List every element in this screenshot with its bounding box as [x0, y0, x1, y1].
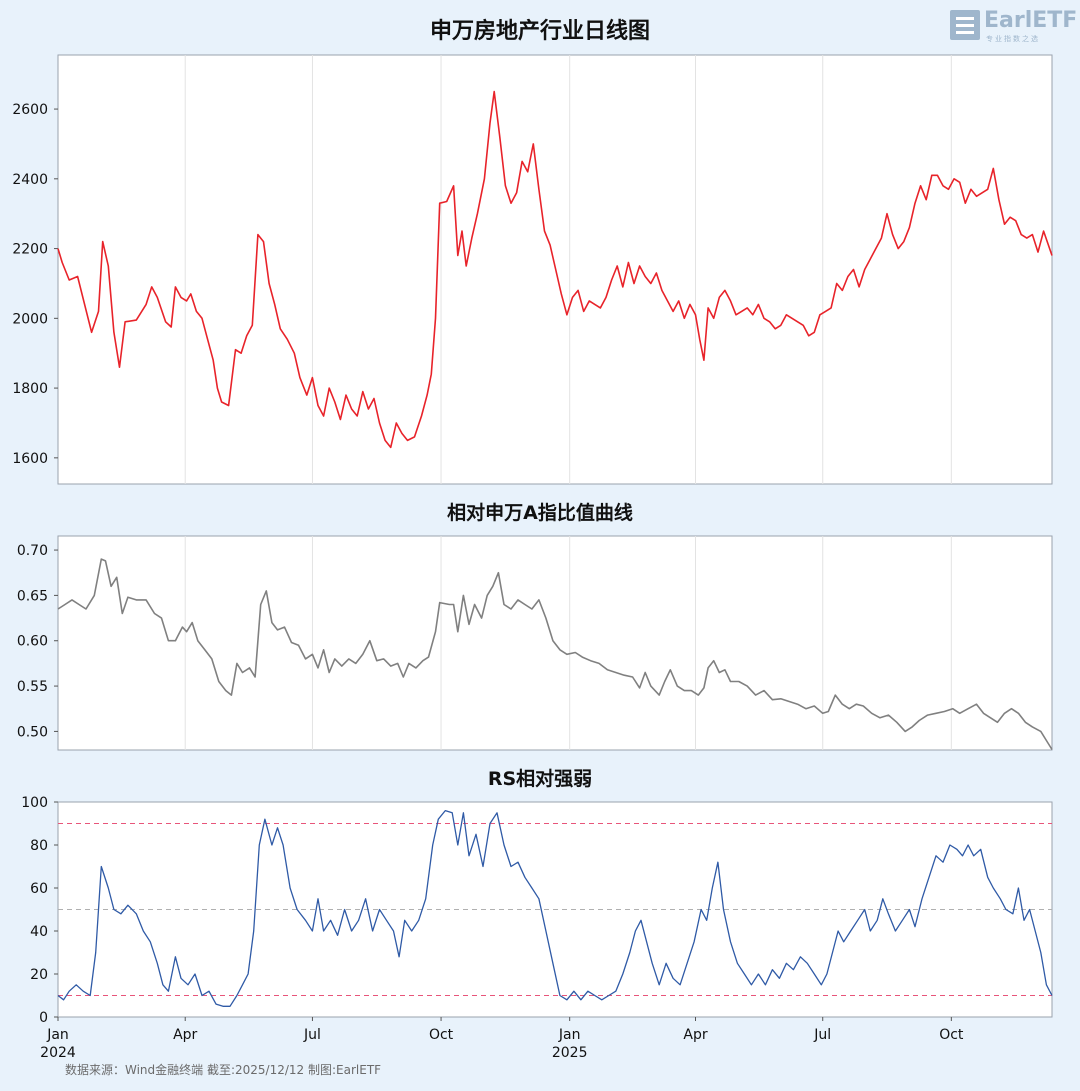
chart-title-1: 申万房地产行业日线图: [430, 18, 650, 44]
x-tick-label: Jul: [303, 1027, 321, 1043]
x-tick-year: 2024: [40, 1045, 76, 1061]
x-tick-label: Jul: [813, 1027, 831, 1043]
y-tick-label: 0: [39, 1010, 48, 1026]
y-tick-label: 2200: [12, 242, 48, 258]
footer-source: 数据来源：Wind金融终端 截至:2025/12/12 制图:EarlETF: [65, 1062, 381, 1077]
x-tick-label: Jan: [558, 1027, 581, 1043]
series-line-2: [57, 558, 1053, 750]
chart-title-3: RS相对强弱: [488, 767, 592, 790]
x-tick-label: Oct: [429, 1027, 454, 1043]
x-tick-label: Oct: [939, 1027, 964, 1043]
y-tick-label: 20: [30, 967, 48, 983]
y-tick-label: 2000: [12, 311, 48, 327]
y-tick-label: 60: [30, 881, 48, 897]
y-tick-label: 2400: [12, 172, 48, 188]
series-line-3: [57, 809, 1053, 1007]
y-tick-label: 40: [30, 924, 48, 940]
y-tick-label: 0.50: [17, 724, 48, 740]
x-tick-label: Apr: [173, 1027, 197, 1043]
x-tick-label: Apr: [683, 1027, 707, 1043]
chart-title-2: 相对申万A指比值曲线: [447, 501, 633, 524]
x-tick-label: Jan: [46, 1027, 69, 1043]
logo-name: EarlETF: [984, 8, 1078, 33]
y-tick-label: 80: [30, 838, 48, 854]
logo-mark-icon: [950, 10, 980, 40]
y-tick-label: 2600: [12, 102, 48, 118]
logo-slogan: 专业指数之选: [986, 35, 1040, 43]
x-tick-year: 2025: [552, 1045, 588, 1061]
earletf-logo: EarlETF 专业指数之选: [950, 8, 1077, 44]
y-tick-label: 0.60: [17, 634, 48, 650]
y-tick-label: 100: [21, 795, 48, 811]
series-line-1: [57, 90, 1053, 449]
y-tick-label: 0.70: [17, 543, 48, 559]
y-tick-label: 1600: [12, 451, 48, 467]
y-tick-label: 1800: [12, 381, 48, 397]
y-tick-label: 0.65: [17, 588, 48, 604]
y-tick-label: 0.55: [17, 679, 48, 695]
